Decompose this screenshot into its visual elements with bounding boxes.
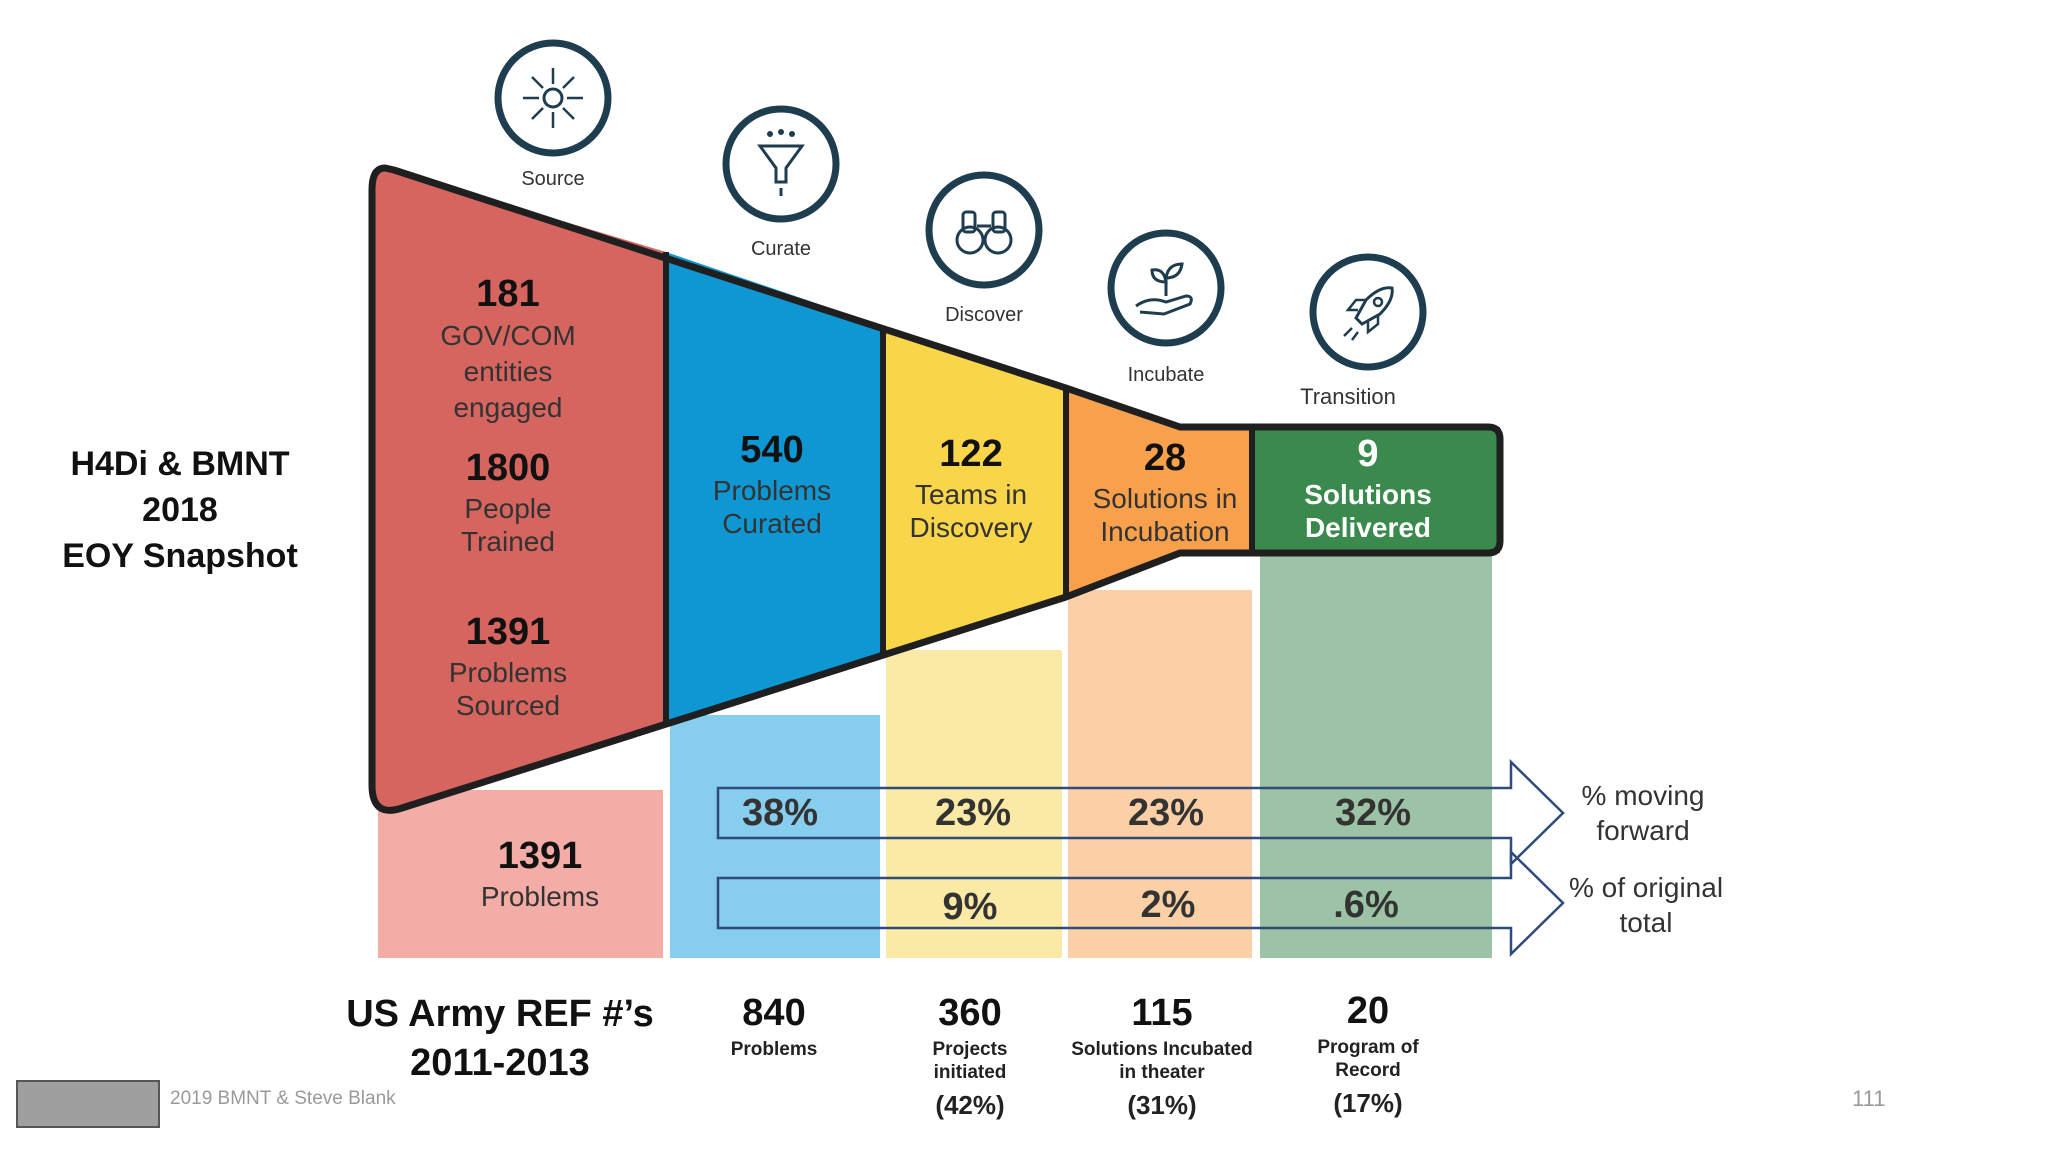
stage-label-incubate: Incubate xyxy=(1127,364,1205,386)
source-entities-label: GOV/COM entities engaged xyxy=(440,319,576,424)
source-trained: 1800 People Trained xyxy=(418,446,598,559)
curate-segment xyxy=(666,252,883,727)
transition-segment xyxy=(1252,427,1500,553)
source-sourced-label: Problems Sourced xyxy=(448,656,568,722)
curate-label: Problems Curated xyxy=(712,474,832,540)
title-line-1: H4Di & BMNT xyxy=(70,445,290,483)
ref-label: Program of Record xyxy=(1317,1036,1419,1082)
ref-item: 360 Projects initiated (42%) xyxy=(860,990,1080,1122)
stage-label-curate: Curate xyxy=(750,238,812,260)
moving-forward-pct: 23% xyxy=(1127,792,1205,834)
title-line-2: 2018 xyxy=(142,490,218,529)
source-trained-label: People Trained xyxy=(461,492,555,558)
discover-segment xyxy=(883,326,1066,656)
incubate-pale-column xyxy=(1068,590,1252,958)
plant-in-hand-icon xyxy=(1107,229,1225,347)
ref-pct: (42%) xyxy=(935,1090,1005,1120)
original-total-pct: 9% xyxy=(942,886,998,928)
funnel-icon xyxy=(722,105,840,223)
ref-label: Problems xyxy=(730,1038,818,1060)
incubate-label: Solutions in Incubation xyxy=(1092,482,1238,548)
ref-title-line-2: 2011-2013 xyxy=(410,1042,590,1085)
transition-number: 9 xyxy=(1357,433,1379,475)
curate-pale-column xyxy=(670,715,880,958)
ref-label: Solutions Incubated in theater xyxy=(1071,1038,1253,1084)
original-total-label: % of original total xyxy=(1568,872,1724,938)
binoculars-icon xyxy=(925,171,1043,289)
rocket-icon xyxy=(1309,253,1427,371)
ref-item: 20 Program of Record (17%) xyxy=(1258,988,1478,1120)
ref-number: 840 xyxy=(742,992,806,1034)
funnel-outline xyxy=(368,164,1504,814)
source-trained-number: 1800 xyxy=(465,447,551,489)
compass-arrows-icon xyxy=(494,39,612,157)
original-total-arrow xyxy=(716,849,1565,957)
curate-count: 540 Problems Curated xyxy=(692,428,852,541)
incubate-number: 28 xyxy=(1143,437,1187,479)
discover-count: 122 Teams in Discovery xyxy=(894,432,1048,545)
title-line-3: EOY Snapshot xyxy=(62,536,298,575)
ref-pct: (17%) xyxy=(1333,1088,1403,1118)
original-total-pct: .6% xyxy=(1333,884,1399,926)
original-total-pct: 2% xyxy=(1140,884,1196,926)
discover-pale-column xyxy=(886,650,1062,958)
stage-label-discover: Discover xyxy=(945,304,1023,326)
moving-forward-pct: 32% xyxy=(1334,792,1412,834)
ref-title-line-1: US Army REF #’s xyxy=(346,993,654,1035)
incubate-count: 28 Solutions in Incubation xyxy=(1072,436,1258,549)
transition-pale-column xyxy=(1260,548,1492,958)
incubate-segment xyxy=(1066,388,1252,597)
source-sourced-number: 1391 xyxy=(465,611,551,653)
cc-license-badge xyxy=(16,1080,160,1128)
ref-pct: (31%) xyxy=(1127,1090,1197,1120)
ref-number: 360 xyxy=(938,992,1002,1034)
baseline-number: 1391 xyxy=(497,835,583,877)
stage-label-transition: Transition xyxy=(1300,384,1396,409)
ref-label: Projects initiated xyxy=(932,1038,1008,1084)
moving-forward-pct: 38% xyxy=(741,792,819,834)
discover-label: Teams in Discovery xyxy=(909,478,1033,544)
stage-label-source: Source xyxy=(521,168,585,190)
ref-number: 20 xyxy=(1346,990,1390,1032)
source-entities-number: 181 xyxy=(476,273,540,315)
ref-item: 840 Problems xyxy=(664,990,884,1061)
curate-number: 540 xyxy=(740,429,804,471)
transition-count: 9 Solutions Delivered xyxy=(1288,432,1448,545)
transition-label: Solutions Delivered xyxy=(1304,478,1432,544)
ref-title: US Army REF #’s 2011-2013 xyxy=(340,990,660,1089)
moving-forward-arrow xyxy=(716,759,1565,867)
ref-item: 115 Solutions Incubated in theater (31%) xyxy=(1052,990,1272,1122)
source-entities: 181 GOV/COM entities engaged xyxy=(418,272,598,427)
ref-number: 115 xyxy=(1131,992,1193,1034)
slide-title: H4Di & BMNT 2018 EOY Snapshot xyxy=(40,442,320,580)
baseline-label: Problems xyxy=(480,880,600,912)
source-pale-column xyxy=(378,790,663,958)
source-segment xyxy=(372,168,666,811)
moving-forward-label: % moving forward xyxy=(1581,780,1705,846)
source-sourced: 1391 Problems Sourced xyxy=(418,610,598,723)
page-number: 111 xyxy=(1852,1086,1886,1111)
footer-credit: 2019 BMNT & Steve Blank xyxy=(170,1088,396,1109)
moving-forward-pct: 23% xyxy=(934,792,1012,834)
discover-number: 122 xyxy=(939,433,1003,475)
baseline-problems: 1391 Problems xyxy=(450,834,630,913)
